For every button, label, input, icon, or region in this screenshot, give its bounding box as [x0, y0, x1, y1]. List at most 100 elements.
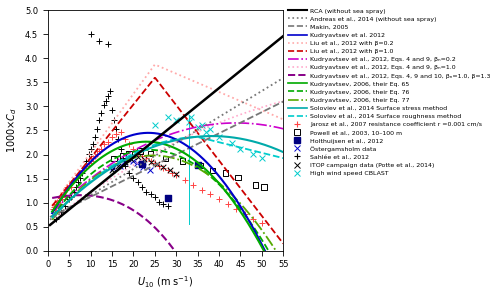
Point — [194, 163, 202, 168]
Point — [91, 134, 99, 139]
Point — [128, 157, 136, 162]
Point — [222, 170, 230, 175]
Point — [62, 187, 70, 192]
Point — [59, 192, 67, 197]
Point — [84, 151, 92, 156]
Point — [258, 221, 266, 226]
Point — [56, 210, 64, 215]
Point — [160, 202, 168, 206]
Legend: RCA (without sea spray), Andreas et al., 2014 (without sea spray), Makin, 2005, : RCA (without sea spray), Andreas et al.,… — [286, 5, 493, 178]
Point — [151, 161, 159, 165]
Point — [78, 170, 86, 175]
Point — [125, 141, 133, 146]
Point — [121, 163, 129, 168]
Point — [139, 165, 147, 169]
Point — [134, 180, 141, 185]
Point — [160, 165, 168, 169]
Point — [252, 182, 260, 187]
Point — [70, 178, 78, 182]
Point — [66, 182, 74, 187]
Point — [134, 151, 141, 156]
Point — [52, 217, 60, 222]
Point — [155, 163, 163, 168]
Point — [60, 190, 68, 194]
Point — [116, 146, 124, 151]
Point — [91, 154, 99, 158]
Point — [98, 110, 106, 115]
Point — [155, 199, 163, 204]
Point — [202, 130, 210, 134]
Point — [234, 175, 242, 180]
Point — [187, 115, 195, 120]
Point — [110, 118, 118, 122]
Point — [164, 168, 172, 173]
Point — [89, 156, 97, 161]
Point — [100, 103, 108, 108]
Point — [54, 199, 62, 204]
Point — [153, 162, 161, 166]
Point — [112, 132, 120, 137]
Point — [198, 187, 206, 192]
Point — [119, 156, 127, 161]
Point — [249, 216, 257, 221]
Point — [240, 211, 248, 216]
Point — [119, 154, 127, 158]
Point — [95, 149, 103, 154]
Y-axis label: 1000×$C_d$: 1000×$C_d$ — [6, 107, 20, 154]
Point — [236, 146, 244, 151]
Point — [112, 127, 120, 132]
Point — [140, 157, 148, 162]
Point — [84, 161, 92, 165]
Point — [128, 158, 136, 163]
Point — [172, 118, 180, 122]
Point — [66, 197, 74, 202]
Point — [114, 163, 122, 168]
Point — [121, 137, 129, 141]
Point — [164, 195, 172, 200]
Point — [108, 168, 116, 173]
Point — [68, 185, 76, 190]
Point — [162, 156, 170, 161]
Point — [133, 161, 141, 165]
Point — [89, 141, 97, 146]
Point — [198, 122, 206, 127]
Point — [58, 197, 66, 202]
Point — [215, 197, 223, 202]
Point — [116, 163, 124, 168]
Point — [68, 194, 76, 199]
Point — [138, 162, 146, 166]
Point — [228, 141, 236, 145]
Point — [224, 202, 232, 206]
Point — [125, 151, 133, 156]
Point — [130, 146, 138, 151]
Point — [93, 127, 101, 132]
Point — [109, 166, 117, 170]
Point — [108, 134, 116, 139]
Point — [86, 158, 94, 163]
Point — [76, 175, 84, 180]
Point — [116, 130, 124, 134]
Point — [120, 160, 128, 165]
Point — [106, 89, 114, 93]
Point — [178, 158, 186, 163]
Point — [164, 115, 172, 120]
Point — [172, 173, 180, 178]
Point — [190, 182, 198, 187]
Point — [142, 156, 150, 161]
Point — [82, 158, 90, 163]
Point — [56, 202, 64, 206]
Point — [95, 118, 103, 122]
Point — [114, 137, 122, 141]
Point — [78, 168, 86, 173]
Point — [121, 160, 129, 165]
Point — [151, 122, 159, 127]
Point — [138, 185, 146, 190]
Point — [185, 120, 193, 125]
Point — [104, 139, 112, 144]
Point — [208, 168, 216, 173]
Point — [136, 149, 144, 154]
Point — [54, 197, 62, 202]
Point — [52, 208, 60, 213]
Point — [56, 194, 64, 199]
Point — [172, 171, 180, 176]
